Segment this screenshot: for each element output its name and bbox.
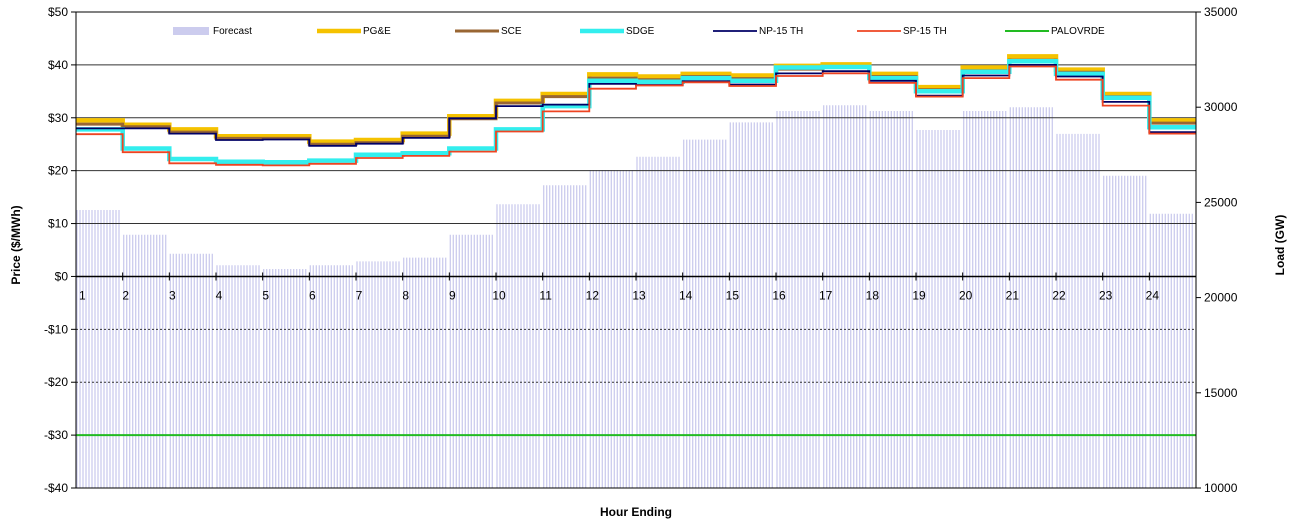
forecast-bar-hour-13 — [636, 156, 680, 488]
x-tick-label: 4 — [216, 288, 223, 302]
forecast-bar-hour-15 — [729, 122, 773, 488]
forecast-bar-hour-5 — [263, 269, 307, 488]
x-tick-label: 2 — [122, 288, 129, 302]
forecast-bar-hour-17 — [823, 105, 867, 488]
legend-item-sce: SCE — [455, 26, 522, 37]
legend-label: SDGE — [626, 26, 655, 37]
x-tick-label: 20 — [959, 288, 973, 302]
series-line-sp-15-th — [76, 65, 1196, 167]
x-tick-label: 6 — [309, 288, 316, 302]
forecast-bar-hour-10 — [496, 204, 540, 488]
x-tick-label: 11 — [539, 288, 552, 302]
y-tick-label: -$20 — [44, 375, 68, 389]
y-tick-label: $40 — [48, 58, 68, 72]
forecast-bar-hour-16 — [776, 111, 820, 488]
y-tick-label: $30 — [48, 111, 68, 125]
legend-label: NP-15 TH — [759, 26, 803, 37]
x-tick-label: 24 — [1146, 288, 1160, 302]
x-tick-label: 7 — [356, 288, 363, 302]
x-tick-label: 15 — [726, 288, 740, 302]
x-tick-label: 21 — [1006, 288, 1020, 302]
plot-border — [75, 11, 1197, 489]
x-tick-label: 13 — [632, 288, 646, 302]
legend-label: PG&E — [363, 26, 391, 37]
forecast-bar-hour-19 — [916, 130, 960, 488]
x-tick-label: 22 — [1052, 288, 1066, 302]
forecast-bar-hour-3 — [169, 253, 213, 488]
forecast-bar-hour-11 — [543, 185, 587, 488]
y2-tick-label: 15000 — [1204, 386, 1238, 400]
legend-label: PALOVRDE — [1051, 26, 1105, 37]
forecast-bar-hour-1 — [76, 210, 120, 488]
forecast-bar-hour-6 — [309, 265, 353, 488]
legend-item-np-15-th: NP-15 TH — [713, 26, 803, 37]
forecast-bar-hour-22 — [1056, 133, 1100, 488]
x-tick-label: 5 — [262, 288, 269, 302]
y-tick-label: -$40 — [44, 481, 68, 495]
x-tick-label: 12 — [586, 288, 600, 302]
y-tick-label: $50 — [48, 5, 68, 19]
forecast-bar-hour-24 — [1149, 213, 1193, 488]
forecast-bar-hour-14 — [683, 139, 727, 488]
x-tick-label: 18 — [866, 288, 880, 302]
y-tick-label: -$10 — [44, 322, 68, 336]
legend: Forecast PG&E SCE SDGE NP-15 TH SP-15 TH PALOV… — [173, 26, 1105, 37]
forecast-bar-hour-7 — [356, 261, 400, 488]
x-tick-label: 9 — [449, 288, 456, 302]
y2-tick-label: 20000 — [1204, 291, 1238, 305]
y2-tick-label: 30000 — [1204, 100, 1238, 114]
legend-item-palovrde: PALOVRDE — [1005, 26, 1105, 37]
y2-tick-label: 25000 — [1204, 195, 1238, 209]
legend-label: SCE — [501, 26, 522, 37]
x-tick-label: 14 — [679, 288, 693, 302]
legend-swatch — [173, 27, 209, 35]
y2-axis-title: Load (GW) — [1273, 215, 1287, 276]
legend-item-pg-e: PG&E — [317, 26, 391, 37]
legend-item-sp-15-th: SP-15 TH — [857, 26, 947, 37]
y-tick-label: $0 — [55, 269, 69, 283]
legend-label: SP-15 TH — [903, 26, 947, 37]
forecast-bar-hour-18 — [869, 111, 913, 488]
y-axis-title: Price ($/MWh) — [9, 205, 23, 284]
x-tick-label: 8 — [402, 288, 409, 302]
legend-item-sdge: SDGE — [580, 26, 655, 37]
x-tick-label: 10 — [492, 288, 506, 302]
forecast-bar-hour-20 — [963, 111, 1007, 488]
x-tick-label: 1 — [79, 288, 86, 302]
y2-tick-label: 35000 — [1204, 5, 1238, 19]
legend-label: Forecast — [213, 26, 252, 37]
forecast-bar-hour-4 — [216, 265, 260, 488]
x-axis-title: Hour Ending — [600, 505, 672, 519]
forecast-bar-hour-9 — [449, 234, 493, 488]
legend-item-forecast: Forecast — [173, 26, 252, 37]
forecast-bar-hour-8 — [403, 257, 447, 488]
price-series — [76, 54, 1196, 437]
axes: -$40-$30-$20-$10$0$10$20$30$40$501000015… — [44, 5, 1238, 495]
y-tick-label: -$30 — [44, 428, 68, 442]
forecast-bar-hour-2 — [123, 234, 167, 488]
x-tick-label: 16 — [772, 288, 786, 302]
x-tick-label: 17 — [819, 288, 833, 302]
y2-tick-label: 10000 — [1204, 481, 1238, 495]
x-tick-label: 19 — [912, 288, 926, 302]
y-tick-label: $10 — [48, 217, 68, 231]
forecast-bar-hour-23 — [1103, 175, 1147, 488]
x-tick-label: 23 — [1099, 288, 1113, 302]
x-tick-label: 3 — [169, 288, 176, 302]
y-tick-label: $20 — [48, 164, 68, 178]
